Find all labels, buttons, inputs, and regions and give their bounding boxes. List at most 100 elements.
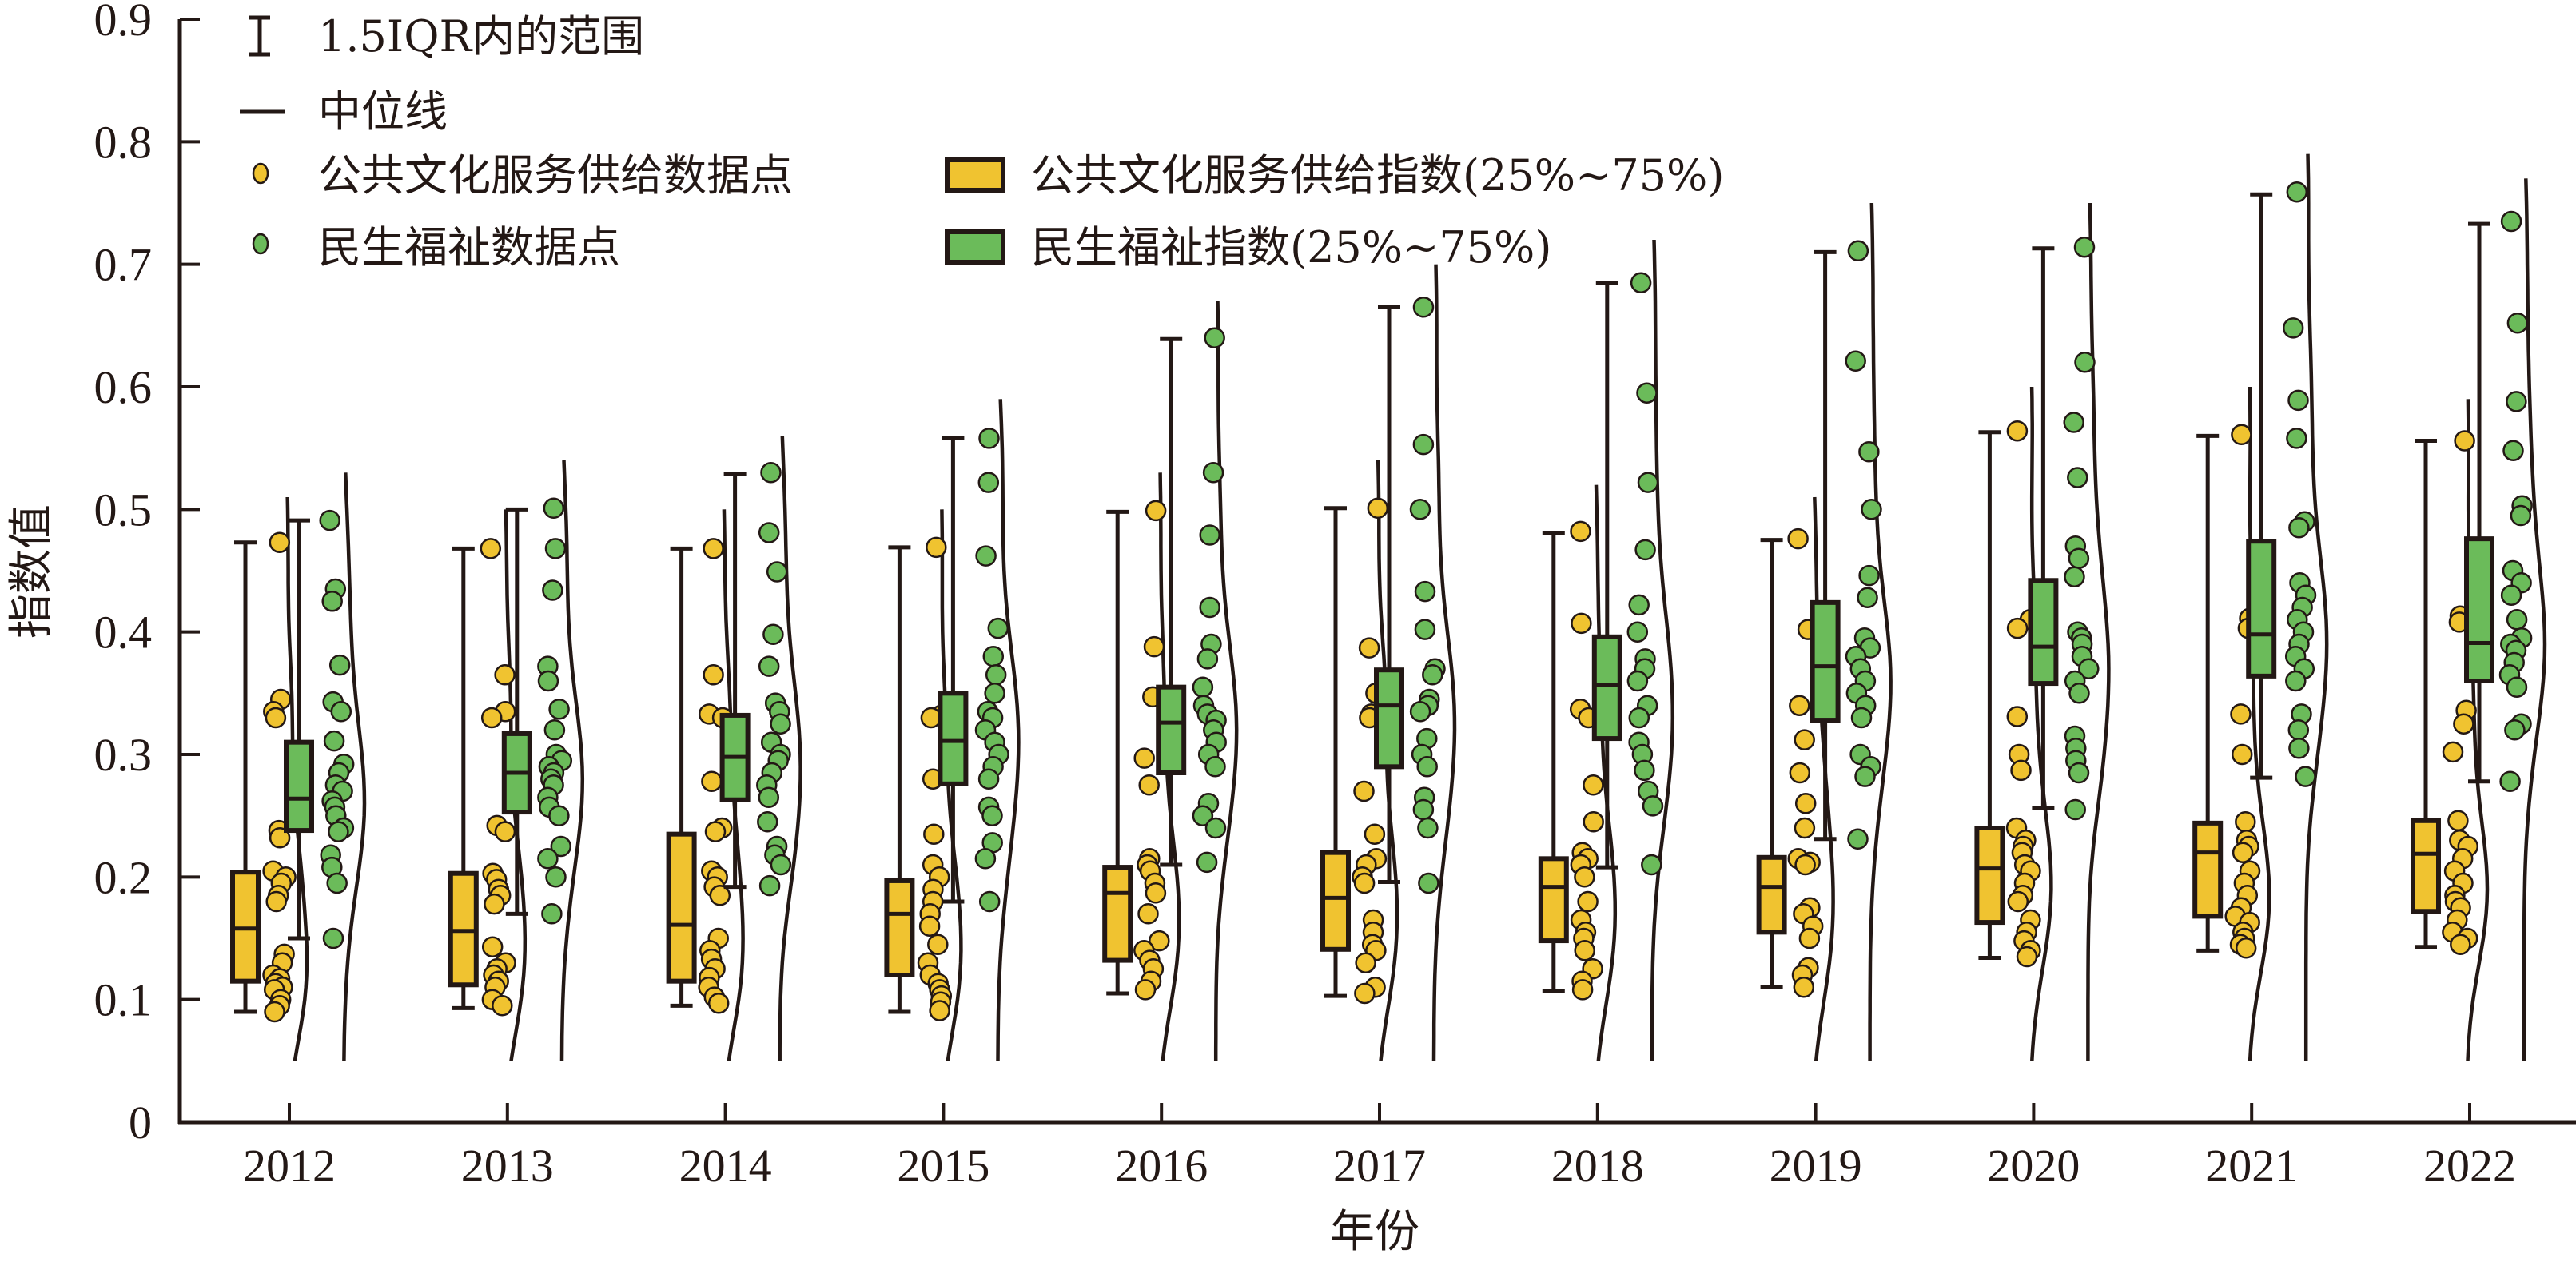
data-point	[1414, 619, 1436, 640]
data-point	[1641, 854, 1662, 876]
data-point	[2288, 517, 2310, 539]
axes	[177, 19, 2576, 1125]
density-curve	[2303, 153, 2329, 1061]
data-point	[330, 701, 352, 723]
data-point	[537, 848, 559, 870]
data-point	[1138, 774, 1160, 796]
box-group	[1538, 530, 1569, 993]
points-group	[1845, 202, 1893, 1061]
data-point	[328, 654, 351, 676]
box-group	[1974, 430, 2005, 961]
data-point	[978, 428, 1000, 449]
data-point	[1794, 817, 1816, 839]
points-group	[1409, 264, 1457, 1061]
legend-label-box-b: 民生福祉指数(25%~75%)	[1031, 222, 1551, 273]
data-point	[543, 497, 565, 520]
y-tick-label: 0.8	[94, 116, 153, 168]
x-axis-title: 年份	[1330, 1206, 1419, 1258]
data-point	[492, 995, 513, 1017]
points-group	[319, 472, 367, 1061]
data-point	[2078, 658, 2100, 679]
iqr-box	[2192, 820, 2224, 919]
data-point	[1793, 977, 1815, 998]
box-group	[1156, 336, 1187, 867]
data-point	[2500, 584, 2522, 606]
data-point	[2067, 467, 2088, 488]
data-point	[981, 805, 1003, 826]
data-point	[1192, 805, 1214, 826]
box-group	[1810, 249, 1841, 842]
data-point	[544, 538, 567, 559]
legend-label-box-a: 公共文化服务供给指数(25%~75%)	[1031, 150, 1724, 201]
data-point	[1583, 811, 1604, 833]
box-group	[448, 546, 479, 1010]
density-curve	[342, 472, 367, 1061]
data-point	[1137, 903, 1159, 925]
box-group	[938, 436, 969, 904]
iqr-box	[1810, 599, 1841, 723]
points-group	[2442, 399, 2490, 1061]
x-tick-label: 2014	[679, 1140, 772, 1192]
data-point	[985, 664, 1007, 686]
points-group	[917, 509, 963, 1061]
data-point	[322, 927, 344, 949]
data-point	[2073, 236, 2096, 258]
data-point	[550, 835, 572, 858]
density-curve	[2466, 399, 2490, 1061]
data-point	[545, 866, 567, 888]
y-tick-label: 0.4	[94, 607, 153, 659]
legend-item-box-a: 公共文化服务供给指数(25%~75%)	[945, 150, 1724, 201]
data-point	[770, 713, 791, 735]
points-group	[2224, 386, 2271, 1061]
x-ticks: 2012 2013 2014 2015 2016 2017 2018 2019 2020 2021…	[243, 1103, 2516, 1192]
points-group	[262, 496, 309, 1061]
data-point	[975, 545, 997, 567]
green-point-icon	[252, 233, 269, 255]
data-point	[2064, 566, 2085, 587]
data-point	[1636, 382, 1658, 404]
data-point	[2285, 670, 2307, 692]
data-point	[978, 890, 1001, 913]
data-point	[1794, 854, 1816, 876]
points-group	[2498, 178, 2547, 1061]
points-group	[698, 509, 745, 1061]
data-point	[2006, 706, 2029, 727]
iqr-box	[2411, 818, 2441, 914]
iqr-box	[884, 878, 915, 978]
y-tick-label: 0.5	[94, 484, 153, 535]
points-group	[2005, 386, 2053, 1061]
data-point	[1353, 780, 1375, 802]
data-point	[2006, 617, 2029, 639]
legend-label-points-a: 公共文化服务供给数据点	[318, 150, 793, 201]
data-point	[1409, 701, 1431, 723]
x-tick-label: 2017	[1333, 1140, 1426, 1192]
data-point	[2282, 317, 2304, 339]
data-point	[2074, 352, 2096, 373]
y-tick-label: 0.2	[94, 851, 153, 903]
data-point	[709, 885, 731, 906]
data-point	[1861, 499, 1882, 520]
data-point	[760, 462, 782, 484]
data-point	[2232, 842, 2254, 863]
iqr-box	[1156, 684, 1187, 776]
data-point	[1626, 621, 1649, 643]
density-curve	[1213, 301, 1239, 1061]
points-group	[2063, 202, 2111, 1061]
y-tick-label: 0.6	[94, 361, 153, 413]
data-point	[481, 936, 504, 957]
legend-item-points-a: 公共文化服务供给数据点	[252, 150, 793, 201]
points-group	[1626, 239, 1675, 1061]
x-tick-label: 2021	[2205, 1140, 2298, 1192]
data-point	[2447, 810, 2469, 832]
x-tick-label: 2016	[1115, 1140, 1208, 1192]
data-point	[2502, 440, 2524, 461]
box-group	[230, 540, 261, 1014]
data-point	[2286, 181, 2308, 203]
data-point	[541, 903, 563, 925]
data-point	[1353, 872, 1376, 894]
data-point	[1412, 798, 1435, 821]
data-point	[762, 623, 784, 645]
iqr-box	[1974, 826, 2005, 926]
data-point	[2016, 946, 2038, 968]
